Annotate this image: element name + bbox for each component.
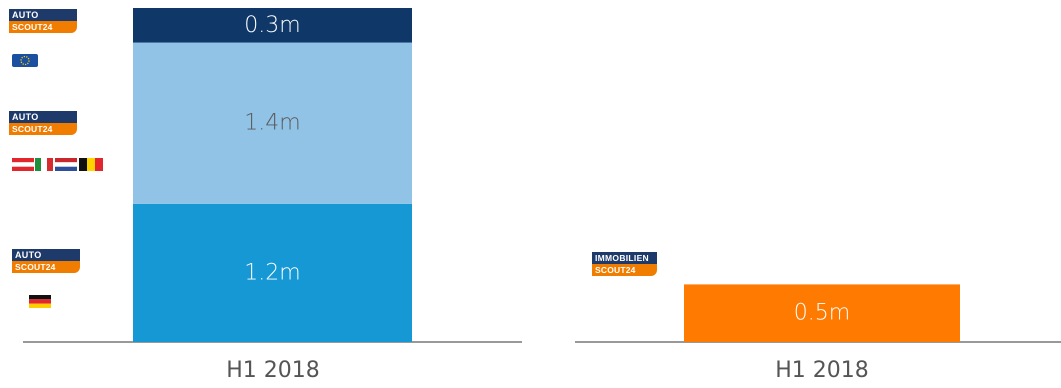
bar-segment-0-2 — [133, 8, 412, 43]
immobilienscout24-logo: IMMOBILIEN SCOUT24 — [592, 252, 660, 276]
austria-italy-netherlands-belgium-flags-icon — [12, 158, 103, 171]
logo-scout-text: SCOUT24 — [9, 21, 77, 33]
bar-segment-0-1 — [133, 42, 412, 204]
eu-flag-icon — [12, 54, 38, 67]
data-label-1-0: 0.5m — [794, 301, 850, 326]
germany-flag-stripes-icon — [29, 295, 51, 308]
logo-auto-text: AUTO — [12, 249, 80, 261]
x-tick-label-0: H1 2018 — [226, 358, 320, 383]
country-flags-icon — [12, 158, 104, 171]
autoscout24-logo-europe: AUTO SCOUT24 — [9, 9, 77, 33]
bar-segment-1-0 — [684, 284, 960, 342]
eu-stars-icon — [20, 55, 30, 66]
germany-flag-icon — [29, 295, 51, 308]
logo-auto-text: AUTO — [9, 9, 77, 21]
logo-auto-text: AUTO — [9, 111, 77, 123]
logo-immobilien-text: IMMOBILIEN — [592, 252, 657, 264]
data-label-0-0: 1.2m — [244, 260, 300, 285]
autoscout24-logo-international: AUTO SCOUT24 — [9, 111, 77, 135]
logo-scout-text: SCOUT24 — [592, 264, 657, 276]
autoscout24-logo-germany: AUTO SCOUT24 — [12, 249, 80, 273]
bar-segment-0-0 — [133, 203, 412, 342]
data-label-0-1: 1.4m — [244, 111, 300, 136]
logo-scout-text: SCOUT24 — [9, 123, 77, 135]
data-label-0-2: 0.3m — [244, 13, 300, 38]
x-tick-label-1: H1 2018 — [775, 358, 869, 383]
logo-scout-text: SCOUT24 — [12, 261, 80, 273]
